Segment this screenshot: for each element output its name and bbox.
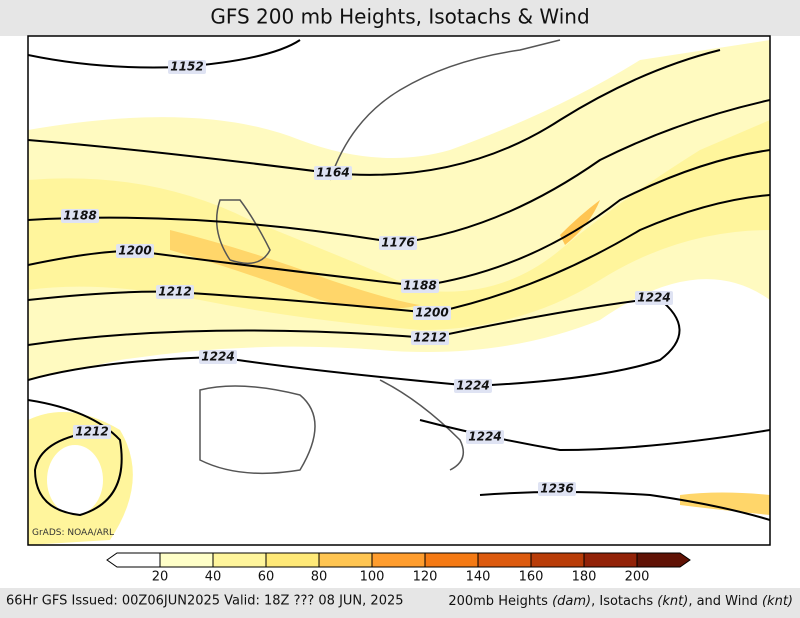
colorbar-box: [636, 552, 691, 568]
contour-label: 1164: [316, 166, 349, 180]
contour-label-bg: [401, 279, 439, 293]
contour-label: 1188: [403, 279, 436, 293]
colorbar-box: [530, 552, 585, 568]
colorbar-box: [371, 552, 426, 568]
colorbar-box: [424, 552, 479, 568]
colorbar-label: 80: [311, 570, 328, 585]
contour-label: 1236: [540, 482, 573, 496]
title-bar: [0, 0, 800, 36]
footer-part: (dam): [552, 594, 591, 609]
contour-label-bg: [379, 236, 417, 250]
contour-label: 1224: [637, 291, 670, 305]
contour-label-bg: [116, 244, 154, 258]
footer-part: , Isotachs: [591, 594, 657, 609]
colorbar-label: 60: [258, 570, 275, 585]
colorbar-label: 120: [413, 570, 438, 585]
coastline: [379, 379, 465, 471]
contour-label-bg: [61, 209, 99, 223]
footer-part: 200mb Heights: [448, 594, 552, 609]
footer-part: (knt): [657, 594, 688, 609]
footer-left: 66Hr GFS Issued: 00Z06JUN2025 Valid: 18Z…: [6, 594, 404, 609]
colorbar-box: [583, 552, 638, 568]
colorbar: 20 40 60 80 100 120 140 160 180 200: [106, 552, 691, 585]
contour-label: 1200: [415, 306, 448, 320]
contour-label-bg: [73, 425, 111, 439]
colorbar-label: 40: [205, 570, 222, 585]
contour-label: 1200: [118, 244, 151, 258]
contour-label-bg: [411, 331, 449, 345]
contour-label: 1224: [456, 379, 489, 393]
contour-label-bg: [168, 60, 206, 74]
credit: GrADS: NOAA/ARL: [32, 528, 114, 538]
colorbar-box: [212, 552, 267, 568]
contour-labels: 1152 1164 1188 1176 1200 1188 1212 1200 1212 1224…: [61, 60, 673, 496]
colorbar-box: [106, 552, 161, 568]
contour-label: 1212: [158, 285, 191, 299]
contour-label: 1152: [170, 60, 203, 74]
coastline: [199, 385, 316, 475]
colorbar-label: 20: [152, 570, 169, 585]
contour-label-bg: [314, 166, 352, 180]
colorbar-label: 160: [519, 570, 544, 585]
map: 1152 1164 1188 1176 1200 1188 1212 1200 1212 1224…: [27, 35, 771, 546]
contour-label-bg: [635, 291, 673, 305]
footer-bar: [0, 588, 800, 618]
contour-label-bg: [454, 379, 492, 393]
footer-part: , and Wind: [688, 594, 762, 609]
contour-label: 1176: [381, 236, 414, 250]
contour-label-bg: [156, 285, 194, 299]
footer-part: (knt): [762, 594, 793, 609]
contour-label: 1212: [75, 425, 108, 439]
contour-label-bg: [466, 430, 504, 444]
coastlines: [199, 39, 561, 475]
colorbar-box: [477, 552, 532, 568]
contour-label-bg: [413, 306, 451, 320]
colorbar-box: [265, 552, 320, 568]
coastline: [215, 199, 271, 265]
colorbar-label: 140: [466, 570, 491, 585]
isotach-low: [47, 445, 103, 515]
map-frame: [27, 35, 771, 546]
coastline: [329, 39, 561, 181]
isotach-60: [28, 120, 770, 330]
isotach-80: [170, 230, 420, 309]
colorbar-box: [159, 552, 214, 568]
contour-label: 1224: [468, 430, 501, 444]
contour-label: 1212: [413, 331, 446, 345]
colorbar-label: 200: [625, 570, 650, 585]
contour-label: 1188: [63, 209, 96, 223]
colorbar-box: [318, 552, 373, 568]
colorbar-label: 180: [572, 570, 597, 585]
contour-label: 1224: [201, 350, 234, 364]
contour-label-bg: [199, 350, 237, 364]
colorbar-label: 100: [360, 570, 385, 585]
isotach-80: [680, 492, 770, 515]
title: GFS 200 mb Heights, Isotachs & Wind: [210, 5, 589, 29]
contour-label-bg: [538, 482, 576, 496]
footer-right: 200mb Heights (dam), Isotachs (knt), and…: [448, 594, 793, 609]
